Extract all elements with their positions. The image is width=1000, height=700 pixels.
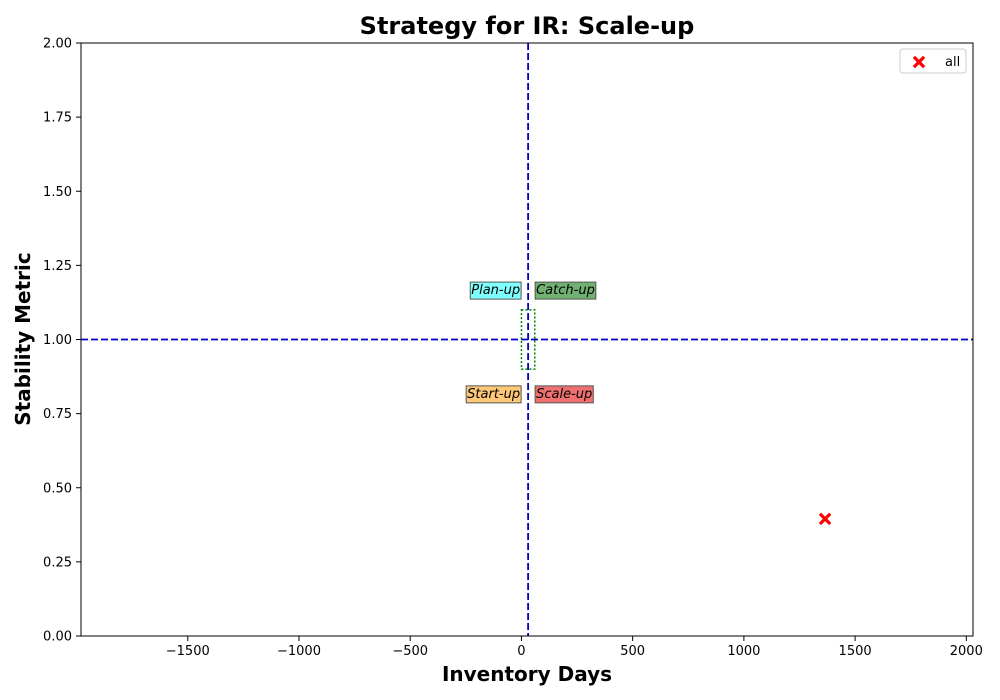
y-axis-label: Stability Metric (11, 252, 35, 426)
y-tick-label: 0.00 (43, 630, 72, 645)
x-axis-label: Inventory Days (442, 662, 612, 686)
x-marker (818, 512, 832, 526)
quadrant-label-text: Start-up (467, 387, 520, 402)
chart-title: Strategy for IR: Scale-up (360, 12, 695, 40)
x-tick-label: 1000 (727, 644, 760, 659)
legend-box (899, 48, 967, 74)
y-tick-label: 0.50 (43, 481, 72, 496)
quadrant-label-background (469, 281, 522, 300)
y-tick-label: 0.75 (43, 407, 72, 422)
quadrant-label-text: Catch-up (536, 283, 595, 298)
y-tick-label: 1.75 (43, 111, 72, 126)
quadrant-label-plan-up: Plan-up (469, 281, 522, 300)
x-tick-label: 0 (517, 644, 525, 659)
legend-marker-all (912, 55, 926, 69)
y-axis-ticks: 0.00 0.25 0.50 0.75 1.00 1.25 1.50 1.75 2.00 (43, 37, 81, 645)
data-point-all-0 (818, 512, 832, 526)
quadrant-label-background (534, 385, 594, 404)
x-tick-label: 2000 (950, 644, 983, 659)
x-marker (912, 55, 926, 69)
quadrant-label-text: Plan-up (471, 283, 520, 298)
y-tick-label: 1.25 (43, 259, 72, 274)
quadrant-label-start-up: Start-up (465, 385, 522, 404)
x-tick-label: −1500 (166, 644, 210, 659)
x-tick-label: 500 (620, 644, 645, 659)
quadrant-label-scale-up: Scale-up (534, 385, 594, 404)
quadrant-label-text: Scale-up (536, 387, 592, 402)
y-tick-label: 1.50 (43, 185, 72, 200)
y-tick-label: 2.00 (43, 37, 72, 52)
y-tick-label: 0.25 (43, 555, 72, 570)
quadrant-label-background (534, 281, 597, 300)
quadrant-label-background (465, 385, 522, 404)
x-tick-label: 1500 (839, 644, 872, 659)
quadrant-label-catch-up: Catch-up (534, 281, 597, 300)
x-tick-label: −500 (392, 644, 428, 659)
legend-label-all: all (945, 55, 960, 70)
x-tick-label: −1000 (277, 644, 321, 659)
x-axis-ticks: −1500 −1000 −500 0 500 1000 1500 2000 (166, 636, 983, 659)
y-tick-label: 1.00 (43, 333, 72, 348)
legend: all (899, 48, 967, 74)
plot-area: Plan-up Catch-up Start-up Scale-up (81, 43, 973, 636)
legend-marker-x (912, 55, 926, 69)
